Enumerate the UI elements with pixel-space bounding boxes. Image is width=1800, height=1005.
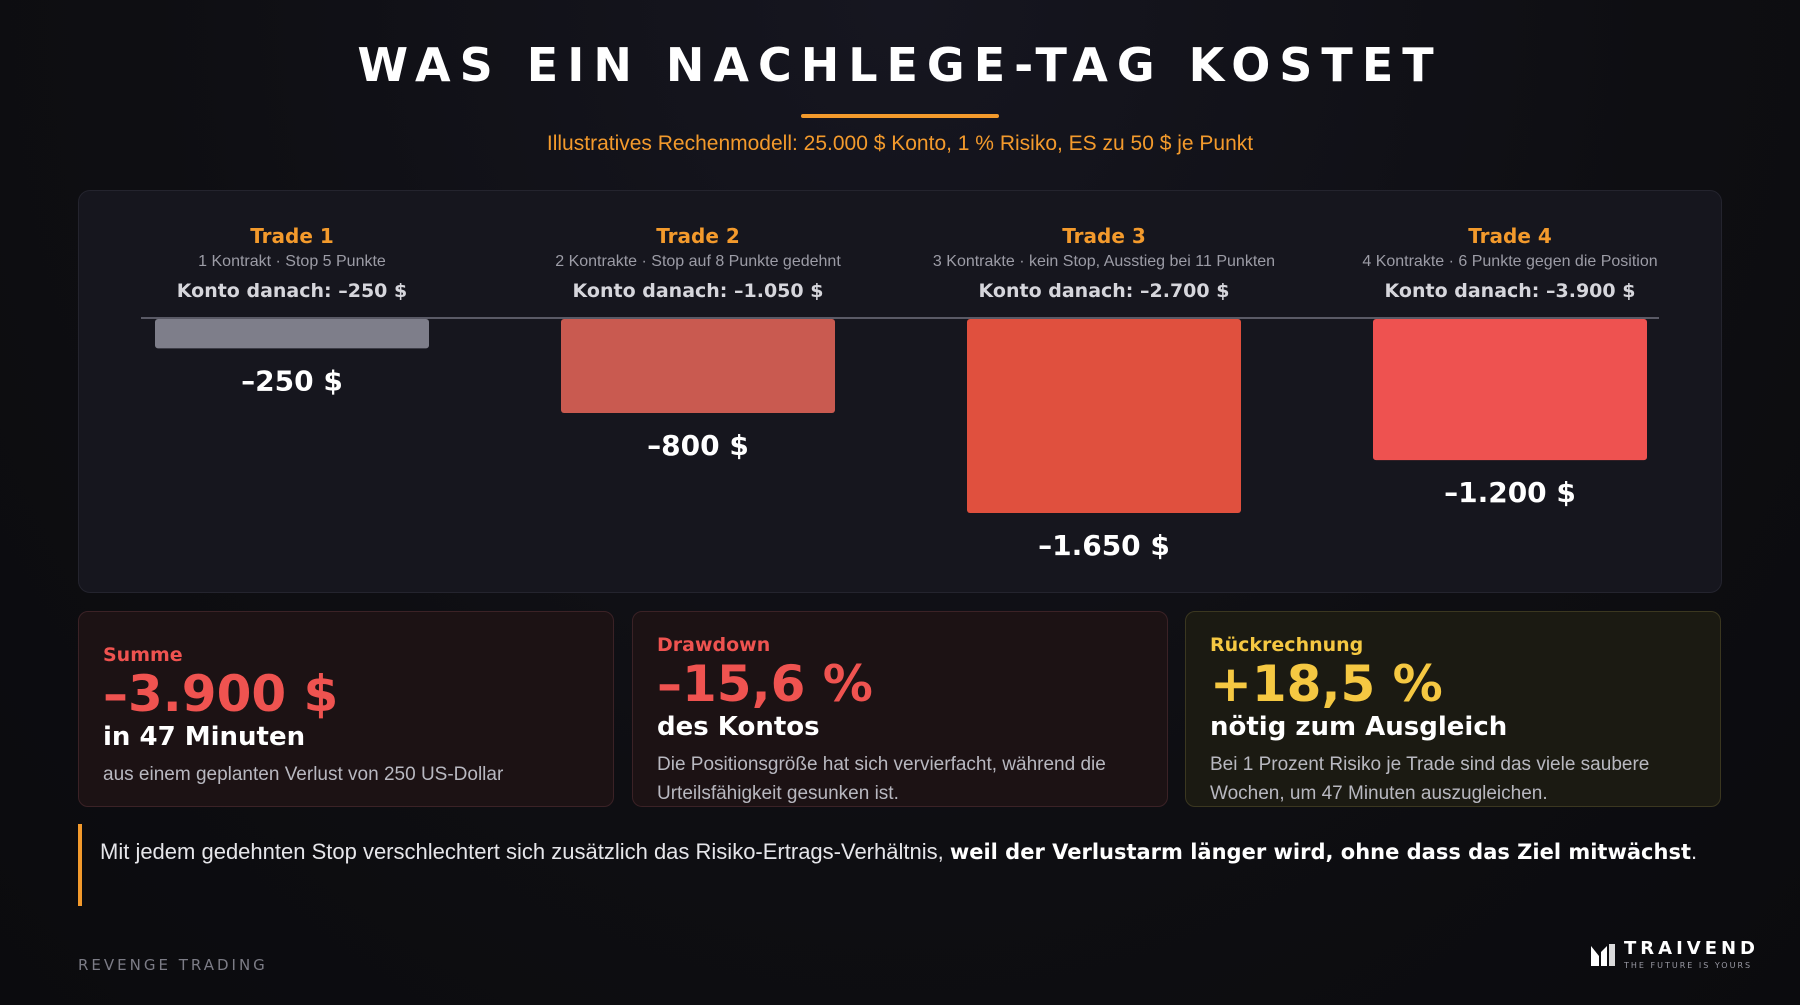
trade-header-2: Trade 2 2 Kontrakte · Stop auf 8 Punkte … xyxy=(495,222,901,308)
card-text: Bei 1 Prozent Risiko je Trade sind das v… xyxy=(1210,754,1650,804)
trade-name: Trade 4 xyxy=(1468,224,1552,248)
card-subtitle: des Kontos xyxy=(657,712,820,742)
card-value: –15,6 % xyxy=(657,655,873,713)
page-title: WAS EIN NACHLEGE-TAG KOSTET xyxy=(357,38,1443,92)
card-drawdown: Drawdown –15,6 % des Kontos Die Position… xyxy=(632,611,1168,807)
trade-name: Trade 1 xyxy=(250,224,334,248)
bar-trade-1 xyxy=(155,319,429,349)
bar-value-label: –1.200 $ xyxy=(1444,476,1576,509)
card-subtitle: nötig zum Ausgleich xyxy=(1210,712,1508,742)
logo-mark-icon xyxy=(1591,944,1615,966)
trade-account-after: Konto danach: –3.900 $ xyxy=(1384,280,1636,302)
brand-logo: TRAIVEND THE FUTURE IS YOURS xyxy=(1590,938,1760,972)
trade-header-1: Trade 1 1 Kontrakt · Stop 5 Punkte Konto… xyxy=(89,222,495,308)
card-label: Rückrechnung xyxy=(1210,634,1364,656)
trade-description: 2 Kontrakte · Stop auf 8 Punkte gedehnt xyxy=(555,253,841,270)
quote-emphasis: weil der Verlustarm länger wird, ohne da… xyxy=(949,840,1691,864)
trade-description: 1 Kontrakt · Stop 5 Punkte xyxy=(198,253,386,270)
trade-description: 3 Kontrakte · kein Stop, Ausstieg bei 11… xyxy=(932,253,1276,270)
bar-trade-3 xyxy=(967,319,1241,513)
trade-account-after: Konto danach: –2.700 $ xyxy=(978,280,1230,302)
card-subtitle: in 47 Minuten xyxy=(103,722,306,752)
quote-callout: Mit jedem gedehnten Stop verschlechtert … xyxy=(78,824,1718,906)
card-summe: Summe –3.900 $ in 47 Minuten aus einem g… xyxy=(78,611,614,807)
loss-bar-chart: –250 $ –800 $ –1.650 $ –1.200 $ xyxy=(141,317,1659,562)
trade-header-4: Trade 4 4 Kontrakte · 6 Punkte gegen die… xyxy=(1307,222,1713,308)
bar-value-label: –800 $ xyxy=(647,429,749,462)
card-rueckrechnung: Rückrechnung +18,5 % nötig zum Ausgleich… xyxy=(1185,611,1721,807)
trade-account-after: Konto danach: –1.050 $ xyxy=(572,280,824,302)
trade-name: Trade 3 xyxy=(1062,224,1146,248)
bar-value-label: –1.650 $ xyxy=(1038,529,1170,562)
quote-end: . xyxy=(1690,839,1698,864)
card-label: Summe xyxy=(103,644,183,666)
brand-tagline: THE FUTURE IS YOURS xyxy=(1624,961,1753,970)
trade-account-after: Konto danach: –250 $ xyxy=(176,280,408,302)
footer-label: REVENGE TRADING xyxy=(78,956,268,974)
card-label: Drawdown xyxy=(657,634,771,656)
title-underline xyxy=(801,114,999,118)
quote-text: Mit jedem gedehnten Stop verschlechtert … xyxy=(100,839,950,864)
trade-name: Trade 2 xyxy=(656,224,740,248)
card-value: –3.900 $ xyxy=(103,665,339,723)
trade-header-3: Trade 3 3 Kontrakte · kein Stop, Ausstie… xyxy=(901,222,1307,308)
card-text: Die Positionsgröße hat sich vervierfacht… xyxy=(657,754,1106,804)
bar-trade-4 xyxy=(1373,319,1647,461)
bar-value-label: –250 $ xyxy=(241,364,343,397)
page-subtitle: Illustratives Rechenmodell: 25.000 $ Kon… xyxy=(546,132,1254,155)
brand-name: TRAIVEND xyxy=(1624,938,1759,959)
card-text: aus einem geplanten Verlust von 250 US-D… xyxy=(103,764,504,785)
bar-trade-2 xyxy=(561,319,835,414)
trade-description: 4 Kontrakte · 6 Punkte gegen die Positio… xyxy=(1362,253,1658,270)
card-value: +18,5 % xyxy=(1210,655,1443,713)
